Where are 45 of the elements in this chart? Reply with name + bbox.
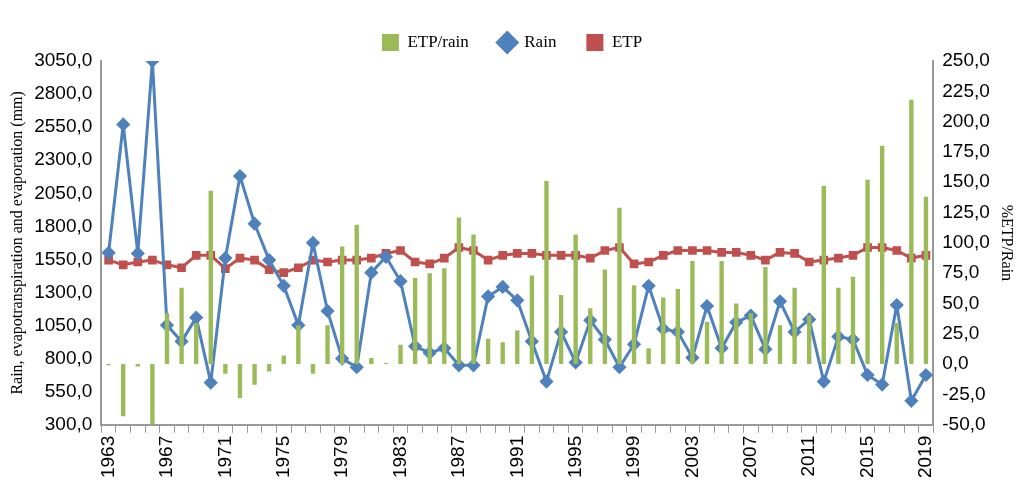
y2-tick-label: 150,0	[942, 170, 990, 192]
x-tick-label: 2007	[739, 435, 761, 479]
x-tick-label: 1967	[155, 435, 177, 479]
y-tick-label: 800,0	[44, 346, 93, 368]
y2-tick-label: 225,0	[942, 79, 990, 101]
y-tick-label: 2550,0	[34, 115, 93, 137]
x-tick-label: 1987	[447, 435, 469, 479]
y2-axis-title: %ETP/Rain	[999, 204, 1017, 282]
legend-label: ETP/rain	[407, 31, 470, 51]
x-tick-label: 1983	[388, 435, 410, 479]
y2-tick-label: -25,0	[942, 382, 986, 404]
legend-label: ETP	[611, 31, 643, 51]
legend-label: Rain	[524, 31, 557, 51]
y-tick-label: 1300,0	[34, 280, 93, 302]
x-tick-label: 1995	[563, 435, 585, 479]
y-tick-label: 2050,0	[34, 181, 93, 203]
y2-tick-label: 50,0	[942, 291, 980, 313]
y2-tick-label: -50,0	[942, 412, 986, 434]
y2-tick-label: 250,0	[942, 49, 990, 71]
y-tick-label: 3050,0	[34, 49, 93, 71]
y2-tick-label: 0,0	[942, 352, 969, 374]
y-tick-label: 2300,0	[34, 148, 93, 170]
y-tick-label: 550,0	[44, 379, 93, 401]
x-tick-label: 2011	[797, 435, 819, 477]
y2-tick-label: 200,0	[942, 109, 990, 131]
y2-tick-label: 125,0	[942, 200, 990, 222]
y-tick-label: 2800,0	[34, 82, 93, 104]
y-tick-label: 300,0	[44, 412, 93, 434]
x-tick-label: 1999	[622, 435, 644, 479]
x-tick-label: 1963	[96, 435, 118, 479]
y-axis-title: Rain, evapotranspiration and evaporation (mm)	[7, 91, 26, 395]
x-tick-label: 1979	[330, 435, 352, 479]
x-tick-label: 1991	[505, 435, 527, 479]
x-tick-label: 1975	[271, 435, 293, 479]
y2-tick-label: 175,0	[942, 140, 990, 162]
x-tick-label: 2003	[680, 435, 702, 479]
y-tick-label: 1550,0	[34, 247, 93, 269]
y2-tick-label: 75,0	[942, 261, 980, 283]
x-tick-label: 2015	[855, 435, 877, 479]
y-tick-label: 1800,0	[34, 214, 93, 236]
y-tick-label: 1050,0	[34, 313, 93, 335]
y2-tick-label: 25,0	[942, 322, 980, 344]
x-tick-label: 1971	[213, 435, 235, 479]
x-tick-label: 2019	[914, 435, 936, 479]
y2-tick-label: 100,0	[942, 231, 990, 253]
